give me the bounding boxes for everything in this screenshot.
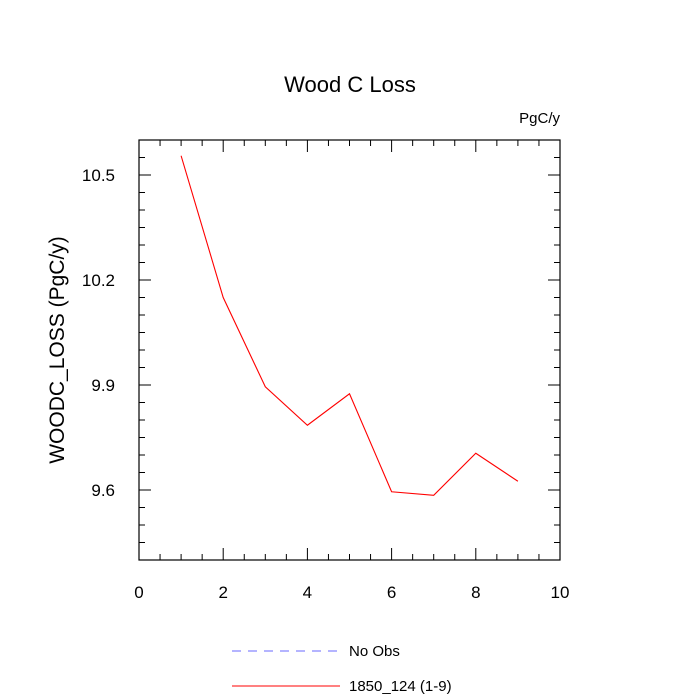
x-tick-label: 4 (303, 583, 312, 602)
chart-title: Wood C Loss (284, 72, 416, 97)
series-line-1 (180, 155, 519, 496)
x-tick-label: 6 (387, 583, 396, 602)
series-layer (180, 155, 519, 496)
legend: No Obs 1850_124 (1-9) (232, 643, 452, 695)
x-tick-label: 10 (551, 583, 570, 602)
x-tick-label: 8 (471, 583, 480, 602)
legend-label: 1850_124 (1-9) (349, 678, 452, 695)
legend-label: No Obs (349, 643, 400, 660)
x-tick-label: 2 (218, 583, 227, 602)
y-tick-label: 9.6 (91, 481, 115, 500)
y-tick-label: 9.9 (91, 376, 115, 395)
plot-frame (138, 139, 561, 561)
y-tick-label: 10.5 (82, 166, 115, 185)
x-tick-label: 0 (134, 583, 143, 602)
axis-tick-labels: 0 2 4 6 8 10 9.6 9.9 10.2 10.5 (82, 166, 570, 602)
axis-ticks (138, 139, 561, 561)
units-label: PgC/y (519, 110, 560, 127)
y-axis-label: WOODC_LOSS (PgC/y) (46, 236, 69, 464)
y-tick-label: 10.2 (82, 271, 115, 290)
